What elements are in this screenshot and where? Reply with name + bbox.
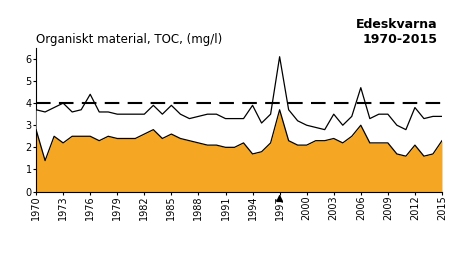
- Text: Edeskvarna
1970-2015: Edeskvarna 1970-2015: [356, 18, 438, 47]
- Text: Organiskt material, TOC, (mg/l): Organiskt material, TOC, (mg/l): [36, 34, 222, 47]
